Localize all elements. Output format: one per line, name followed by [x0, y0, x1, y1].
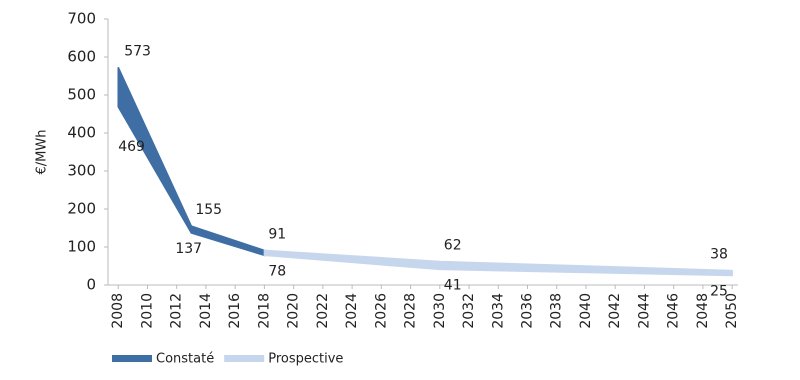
- y-tick-label: 400: [67, 124, 96, 142]
- x-tick-label: 2040: [578, 293, 594, 329]
- data-label: 137: [175, 241, 202, 257]
- x-tick-label: 2032: [461, 293, 477, 329]
- data-label: 25: [710, 284, 728, 300]
- x-tick-label: 2048: [695, 293, 711, 329]
- legend-label: Constaté: [156, 352, 214, 367]
- x-tick-label: 2028: [403, 293, 419, 329]
- y-tick-label: 700: [67, 10, 96, 28]
- x-tick-label: 2012: [169, 293, 185, 329]
- x-tick-label: 2008: [110, 293, 126, 329]
- x-tick-label: 2024: [344, 293, 360, 329]
- x-tick-label: 2018: [256, 293, 272, 329]
- x-tick-label: 2016: [227, 293, 243, 329]
- y-tick-label: 200: [67, 200, 96, 218]
- x-tick-label: 2020: [286, 293, 302, 329]
- x-tick-label: 2034: [490, 293, 506, 329]
- data-label: 38: [710, 247, 728, 263]
- data-label: 78: [268, 263, 286, 279]
- y-tick-label: 300: [67, 162, 96, 180]
- legend-swatch: [224, 355, 265, 362]
- data-label: 62: [444, 237, 462, 253]
- x-tick-label: 2036: [520, 293, 536, 329]
- band-area: [263, 249, 733, 277]
- y-tick-label: 100: [67, 238, 96, 256]
- x-tick-label: 2022: [315, 293, 331, 329]
- x-tick-label: 2014: [198, 293, 214, 329]
- x-tick-label: 2046: [666, 293, 682, 329]
- legend-swatch: [112, 355, 152, 362]
- x-tick-label: 2044: [636, 293, 652, 329]
- y-tick-label: 500: [67, 86, 96, 104]
- x-tick-label: 2026: [373, 293, 389, 329]
- x-tick-label: 2042: [607, 293, 623, 329]
- data-label: 155: [195, 202, 222, 218]
- band-area: [117, 66, 266, 257]
- x-tick-label: 2050: [724, 293, 740, 329]
- x-tick-label: 2038: [549, 293, 565, 329]
- data-label: 573: [124, 43, 151, 59]
- legend-label: Prospective: [268, 352, 343, 367]
- data-label: 91: [268, 226, 286, 242]
- y-tick-label: 0: [86, 276, 96, 294]
- x-tick-label: 2030: [432, 293, 448, 329]
- data-label: 469: [118, 139, 145, 155]
- x-tick-label: 2010: [139, 293, 155, 329]
- data-label: 41: [444, 277, 462, 293]
- y-tick-label: 600: [67, 48, 96, 66]
- y-axis-label: €/MWh: [35, 130, 50, 175]
